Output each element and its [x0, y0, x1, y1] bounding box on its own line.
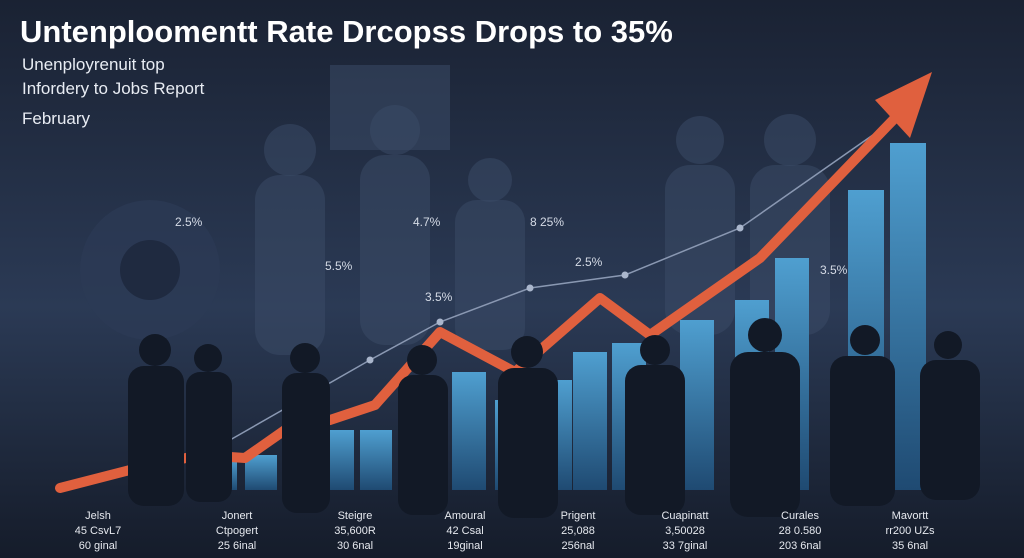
- column-label: 28 0.580: [779, 525, 822, 537]
- column-label: Cuapinatt: [661, 510, 708, 522]
- column-label: rr200 UZs: [886, 525, 935, 537]
- column-label: Prigent: [561, 510, 596, 522]
- annotation: 8 25%: [530, 215, 564, 229]
- column-label: 45 CsvL7: [75, 525, 121, 537]
- subtitle: Unenployrenuit top: [22, 55, 165, 74]
- column-label: 30 6nal: [337, 540, 373, 552]
- column-label: 25 6inal: [218, 540, 257, 552]
- subtitle: Infordery to Jobs Report: [22, 79, 205, 98]
- column-label: 3,50028: [665, 525, 705, 537]
- column-label: 33 7ginal: [663, 540, 708, 552]
- column-label: Jelsh: [85, 510, 111, 522]
- column-label: Ctpogert: [216, 525, 258, 537]
- column-label: Jonert: [222, 510, 253, 522]
- column-label: Curales: [781, 510, 819, 522]
- annotation: 4.7%: [413, 215, 441, 229]
- column-label: 60 ginal: [79, 540, 118, 552]
- annotation: 3.5%: [820, 263, 848, 277]
- column-label: 19ginal: [447, 540, 482, 552]
- column-label: 203 6nal: [779, 540, 821, 552]
- subtitle: February: [22, 109, 91, 128]
- column-label: 42 Csal: [446, 525, 483, 537]
- foreground-silhouettes: [128, 318, 980, 518]
- column-label: 256nal: [561, 540, 594, 552]
- column-label: Amoural: [445, 510, 486, 522]
- annotation: 2.5%: [175, 215, 203, 229]
- column-label: Steigre: [338, 510, 373, 522]
- column-label: 35 6nal: [892, 540, 928, 552]
- column-label: Mavortt: [892, 510, 929, 522]
- annotation: 3.5%: [425, 290, 453, 304]
- annotation: 2.5%: [575, 255, 603, 269]
- annotation: 5.5%: [325, 259, 353, 273]
- title: Untenploomentt Rate Drcopss Drops to 35%: [20, 14, 673, 49]
- column-label: 35,600R: [334, 525, 376, 537]
- column-label: 25,088: [561, 525, 595, 537]
